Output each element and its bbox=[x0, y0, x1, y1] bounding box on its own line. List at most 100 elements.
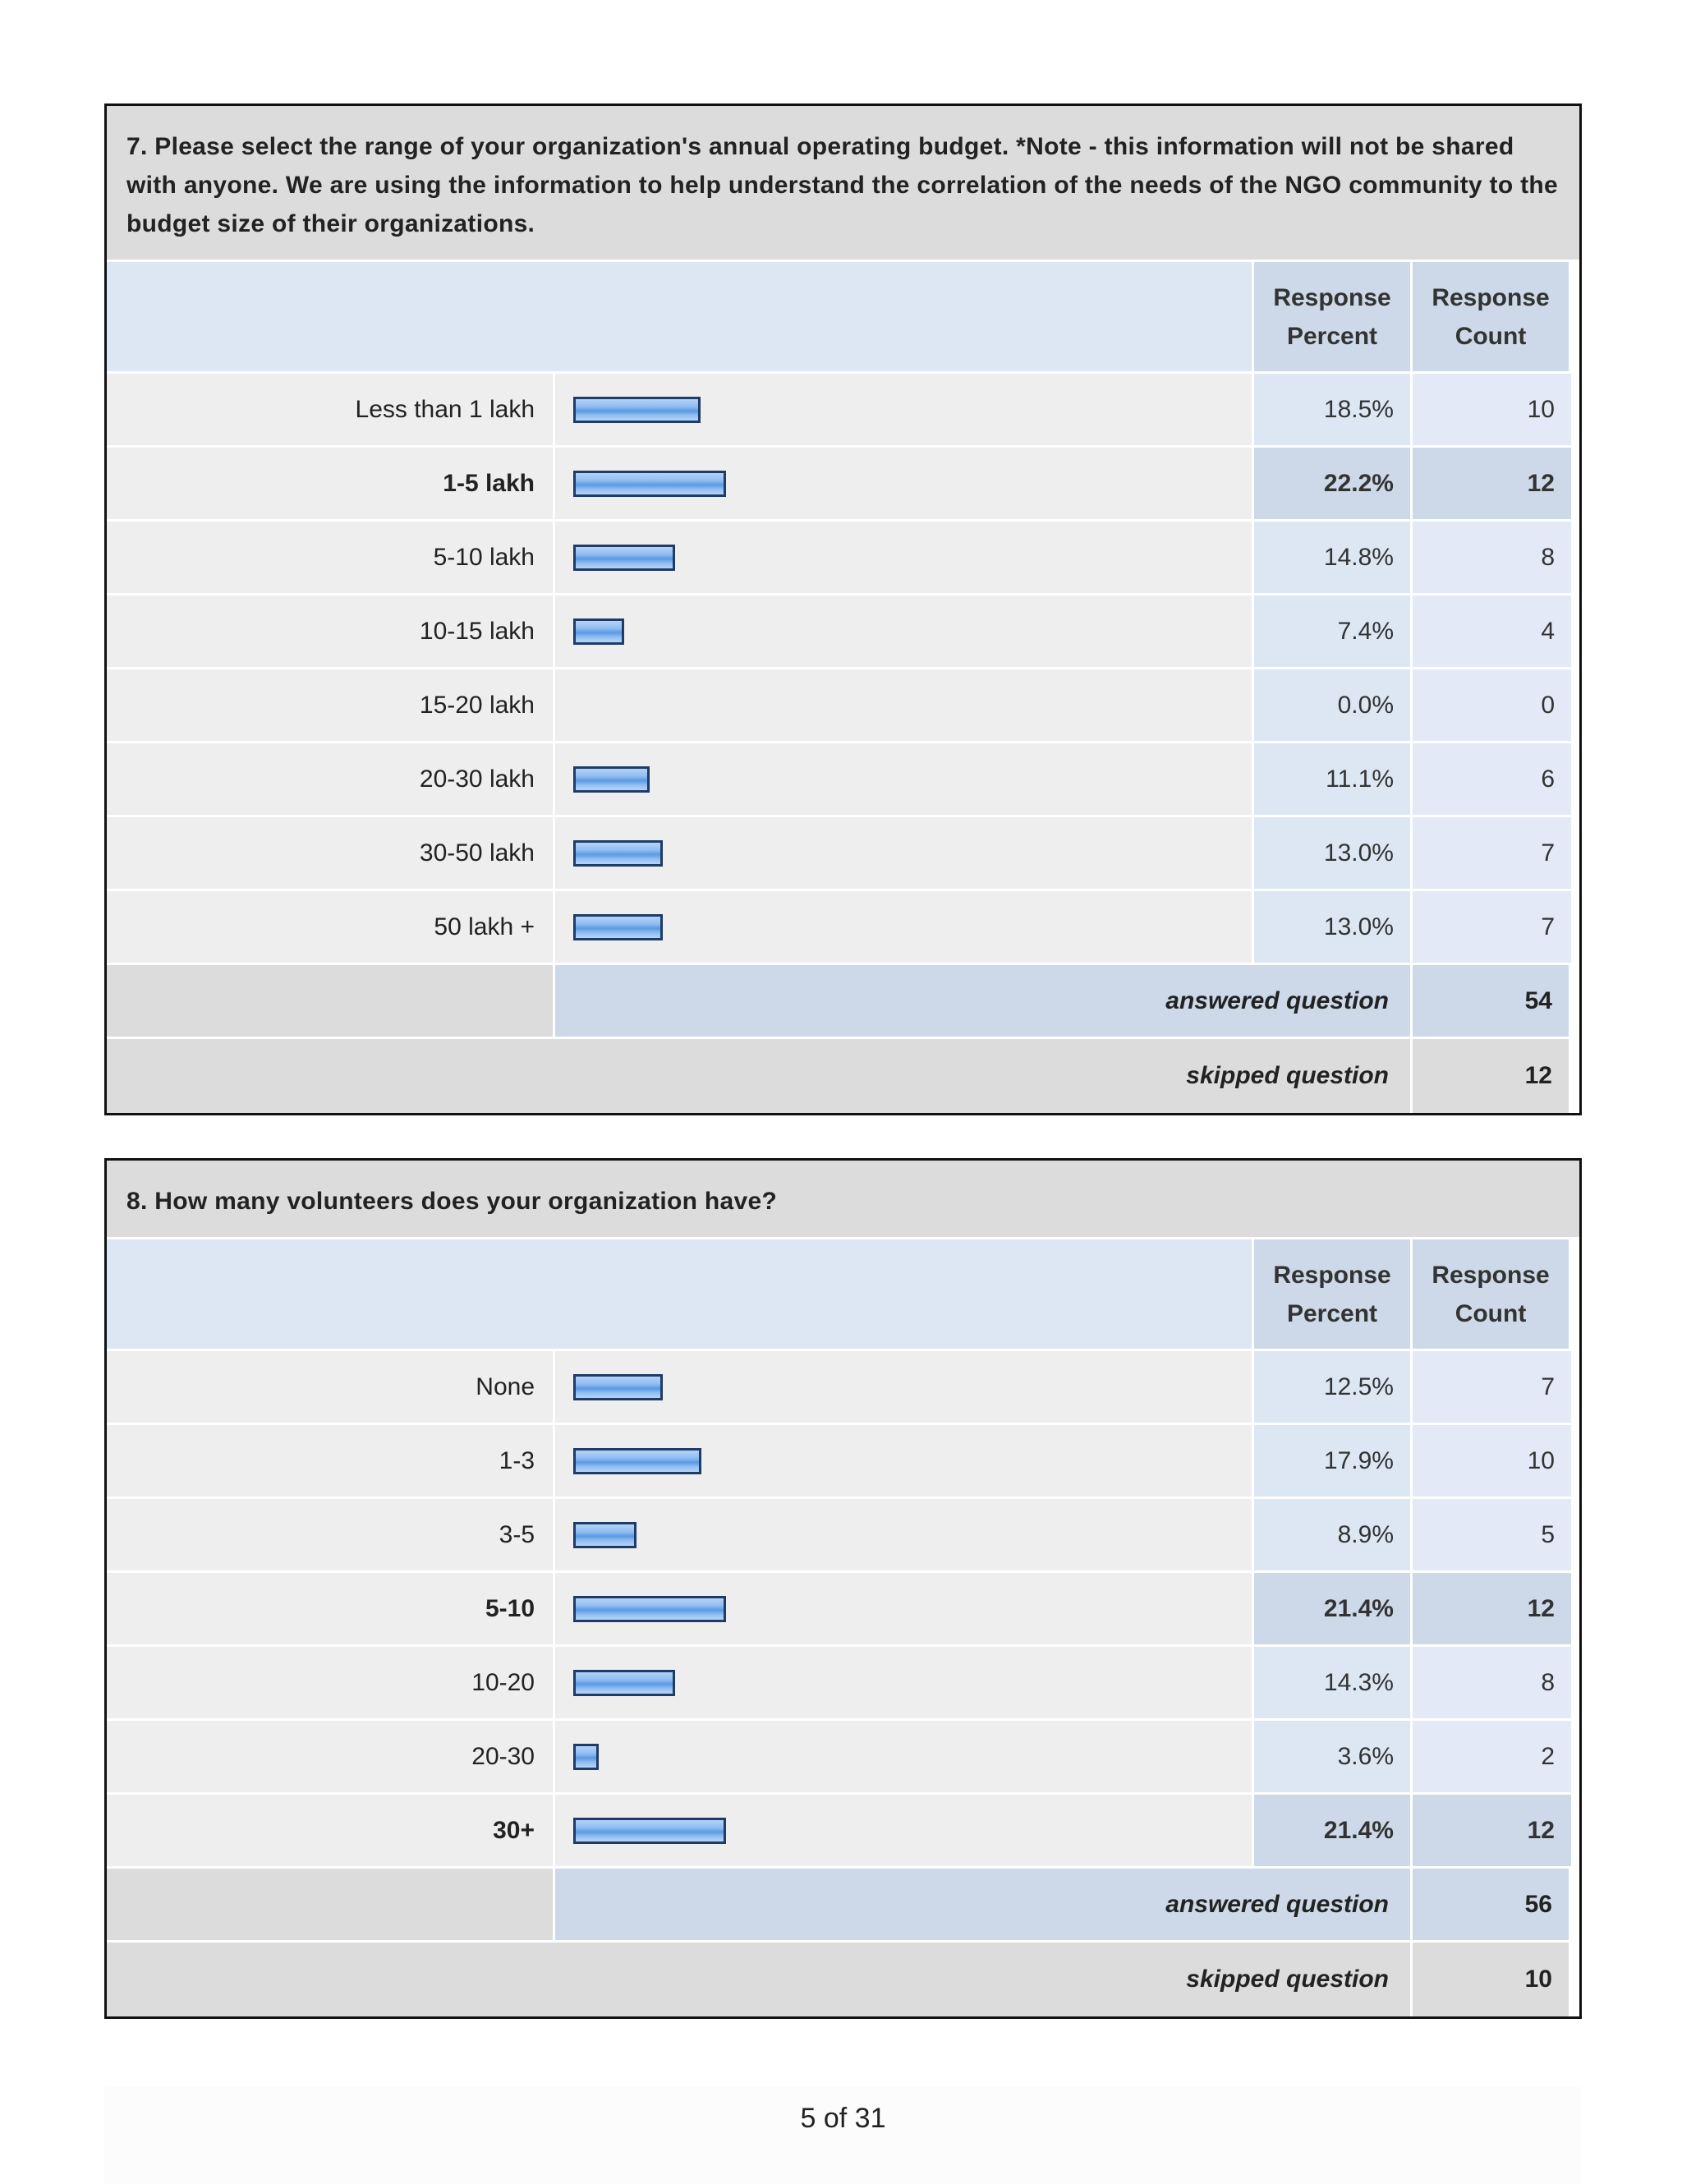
response-percent: 3.6% bbox=[1254, 1721, 1413, 1795]
answer-option-label: 3-5 bbox=[107, 1499, 555, 1573]
response-bar bbox=[573, 1373, 663, 1400]
response-percent: 18.5% bbox=[1254, 374, 1413, 448]
response-bar bbox=[573, 1595, 726, 1622]
question-7-title: 7. Please select the range of your organ… bbox=[107, 106, 1579, 262]
answer-option-label: 1-3 bbox=[107, 1425, 555, 1499]
response-percent: 22.2% bbox=[1254, 448, 1413, 522]
response-count: 7 bbox=[1413, 891, 1571, 965]
column-header-blank bbox=[107, 1239, 1254, 1351]
answer-bar-cell bbox=[555, 522, 1254, 595]
response-percent: 8.9% bbox=[1254, 1499, 1413, 1573]
answered-question-count: 54 bbox=[1413, 965, 1571, 1039]
answer-option-label: 5-10 lakh bbox=[107, 522, 555, 595]
answer-option-label: 30-50 lakh bbox=[107, 817, 555, 891]
response-percent: 7.4% bbox=[1254, 595, 1413, 669]
skipped-question-count: 12 bbox=[1413, 1039, 1571, 1113]
answer-option-label: 15-20 lakh bbox=[107, 669, 555, 743]
page-number: 5 of 31 bbox=[104, 2086, 1582, 2184]
skipped-question-label: skipped question bbox=[555, 1943, 1413, 2016]
response-count: 0 bbox=[1413, 669, 1571, 743]
response-count: 12 bbox=[1413, 1795, 1571, 1869]
answer-bar-cell bbox=[555, 1795, 1254, 1869]
response-percent: 14.3% bbox=[1254, 1647, 1413, 1721]
column-header-percent-label: Response Percent bbox=[1273, 283, 1391, 350]
response-percent: 17.9% bbox=[1254, 1425, 1413, 1499]
answer-bar-cell bbox=[555, 817, 1254, 891]
response-percent: 13.0% bbox=[1254, 891, 1413, 965]
column-header-percent: Response Percent bbox=[1254, 262, 1413, 374]
answer-bar-cell bbox=[555, 595, 1254, 669]
question-8-title: 8. How many volunteers does your organiz… bbox=[107, 1161, 1579, 1239]
response-percent: 0.0% bbox=[1254, 669, 1413, 743]
response-count: 12 bbox=[1413, 1573, 1571, 1647]
answer-bar-cell bbox=[555, 1647, 1254, 1721]
response-count: 8 bbox=[1413, 522, 1571, 595]
response-bar bbox=[573, 1669, 675, 1696]
question-8-table: 8. How many volunteers does your organiz… bbox=[104, 1158, 1582, 2019]
response-count: 6 bbox=[1413, 743, 1571, 817]
response-bar bbox=[573, 470, 726, 497]
skipped-question-count: 10 bbox=[1413, 1943, 1571, 2016]
response-count: 5 bbox=[1413, 1499, 1571, 1573]
response-bar bbox=[573, 766, 650, 793]
question-7-summary: answered question 54 skipped question 12 bbox=[107, 965, 1579, 1113]
column-header-percent-label: Response Percent bbox=[1273, 1261, 1391, 1327]
question-7-table: 7. Please select the range of your organ… bbox=[104, 103, 1582, 1115]
answer-bar-cell bbox=[555, 1721, 1254, 1795]
answer-option-label: 20-30 bbox=[107, 1721, 555, 1795]
answer-bar-cell bbox=[555, 1351, 1254, 1425]
answer-option-label: 20-30 lakh bbox=[107, 743, 555, 817]
response-count: 8 bbox=[1413, 1647, 1571, 1721]
question-8-rows: None 12.5% 7 1-3 17.9% 10 3-5 8.9% 5 5-10 21.4% 12 1… bbox=[107, 1351, 1579, 1869]
column-header-count: Response Count bbox=[1413, 262, 1571, 374]
answer-bar-cell bbox=[555, 448, 1254, 522]
column-header-percent: Response Percent bbox=[1254, 1239, 1413, 1351]
response-bar bbox=[573, 396, 701, 423]
question-7-rows: Less than 1 lakh 18.5% 10 1-5 lakh 22.2% 12 5-… bbox=[107, 374, 1579, 965]
question-8-summary: answered question 56 skipped question 10 bbox=[107, 1869, 1579, 2016]
answer-option-label: 5-10 bbox=[107, 1573, 555, 1647]
answer-bar-cell bbox=[555, 669, 1254, 743]
response-count: 2 bbox=[1413, 1721, 1571, 1795]
column-header-blank bbox=[107, 262, 1254, 374]
answer-option-label: 30+ bbox=[107, 1795, 555, 1869]
response-count: 4 bbox=[1413, 595, 1571, 669]
response-percent: 21.4% bbox=[1254, 1573, 1413, 1647]
response-count: 10 bbox=[1413, 1425, 1571, 1499]
response-count: 7 bbox=[1413, 817, 1571, 891]
response-bar bbox=[573, 1447, 701, 1474]
answered-question-label: answered question bbox=[555, 1869, 1413, 1943]
answer-option-label: 1-5 lakh bbox=[107, 448, 555, 522]
question-8-grid: Response Percent Response Count bbox=[107, 1239, 1579, 1351]
answer-option-label: 10-20 bbox=[107, 1647, 555, 1721]
column-header-count-label: Response Count bbox=[1432, 283, 1550, 350]
column-header-count: Response Count bbox=[1413, 1239, 1571, 1351]
answer-bar-cell bbox=[555, 891, 1254, 965]
response-percent: 21.4% bbox=[1254, 1795, 1413, 1869]
response-bar bbox=[573, 839, 663, 867]
response-percent: 12.5% bbox=[1254, 1351, 1413, 1425]
answer-option-label: 50 lakh + bbox=[107, 891, 555, 965]
summary-spacer bbox=[107, 1039, 555, 1113]
response-percent: 11.1% bbox=[1254, 743, 1413, 817]
answered-question-label: answered question bbox=[555, 965, 1413, 1039]
response-count: 12 bbox=[1413, 448, 1571, 522]
question-7-grid: Response Percent Response Count bbox=[107, 262, 1579, 374]
response-bar bbox=[573, 618, 624, 645]
answer-bar-cell bbox=[555, 1425, 1254, 1499]
response-percent: 13.0% bbox=[1254, 817, 1413, 891]
answer-option-label: None bbox=[107, 1351, 555, 1425]
column-header-count-label: Response Count bbox=[1432, 1261, 1550, 1327]
response-bar bbox=[573, 913, 663, 940]
summary-spacer bbox=[107, 1869, 555, 1943]
summary-spacer bbox=[107, 965, 555, 1039]
response-percent: 14.8% bbox=[1254, 522, 1413, 595]
answer-option-label: Less than 1 lakh bbox=[107, 374, 555, 448]
skipped-question-label: skipped question bbox=[555, 1039, 1413, 1113]
response-bar bbox=[573, 1743, 599, 1770]
response-bar bbox=[573, 1521, 636, 1548]
response-bar bbox=[573, 1817, 726, 1844]
answer-bar-cell bbox=[555, 1573, 1254, 1647]
answer-bar-cell bbox=[555, 1499, 1254, 1573]
answer-option-label: 10-15 lakh bbox=[107, 595, 555, 669]
